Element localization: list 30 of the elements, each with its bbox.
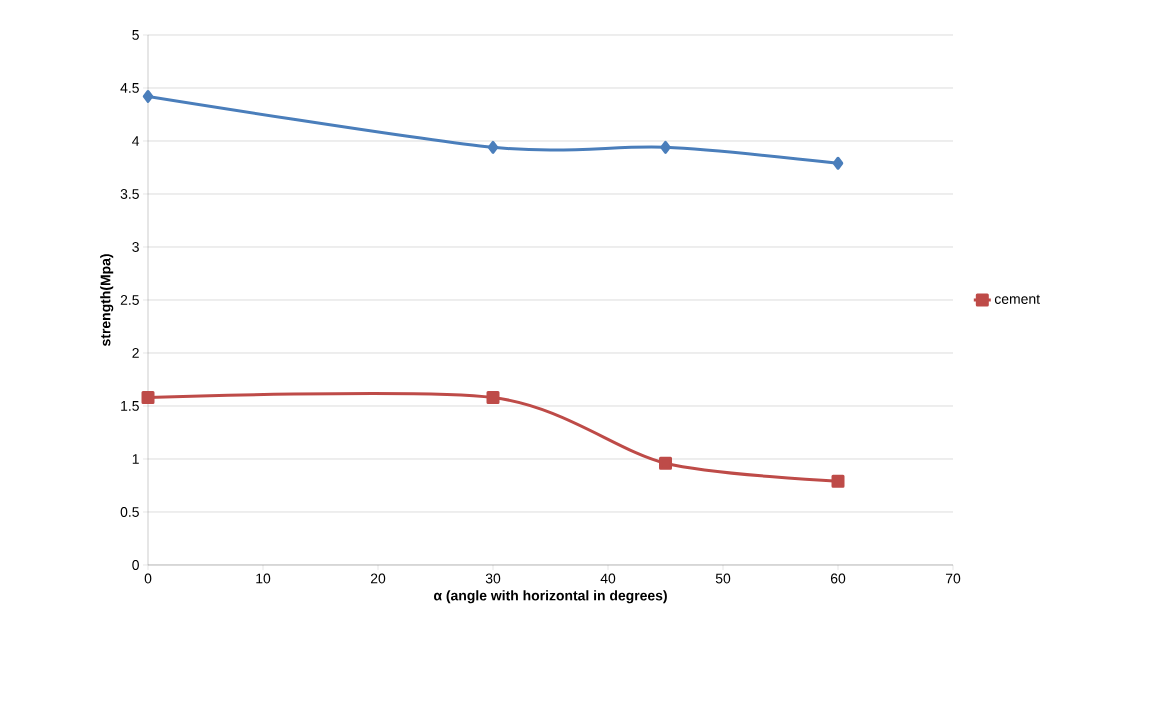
- x-tick-label: 50: [715, 573, 731, 584]
- x-tick-label: 0: [144, 573, 152, 584]
- x-tick-label: 20: [370, 573, 386, 584]
- point: [660, 140, 671, 154]
- y-tick-label: 2.5: [120, 295, 139, 305]
- point: [486, 391, 500, 404]
- y-tick-label: 0: [132, 560, 139, 570]
- y-tick-label: 4.5: [120, 83, 139, 93]
- y-tick-label: 2: [132, 348, 139, 358]
- point: [831, 474, 845, 488]
- point: [141, 391, 155, 404]
- x-tick-label: 10: [256, 573, 271, 584]
- y-tick-label: 0.5: [120, 507, 139, 517]
- y-tick-label: 4: [132, 136, 140, 146]
- y-axis-title: strength(Mpa): [100, 254, 114, 346]
- x-tick-label: 60: [830, 573, 846, 584]
- point: [659, 456, 673, 470]
- y-tick-label: 3.5: [120, 189, 139, 199]
- legend-label: cement: [994, 294, 1040, 304]
- y-tick-label: 1.5: [121, 401, 139, 411]
- point: [832, 156, 844, 170]
- x-tick-label: 40: [600, 573, 616, 584]
- x-axis-title: α (angle with horizontal in degrees): [434, 590, 667, 604]
- point: [487, 140, 499, 154]
- y-tick-label: 1: [132, 454, 139, 464]
- point: [142, 89, 154, 103]
- x-tick-label: 70: [945, 573, 961, 584]
- x-tick-label: 30: [485, 573, 501, 584]
- y-tick-label: 5: [132, 30, 139, 40]
- y-tick-label: 3: [132, 242, 139, 252]
